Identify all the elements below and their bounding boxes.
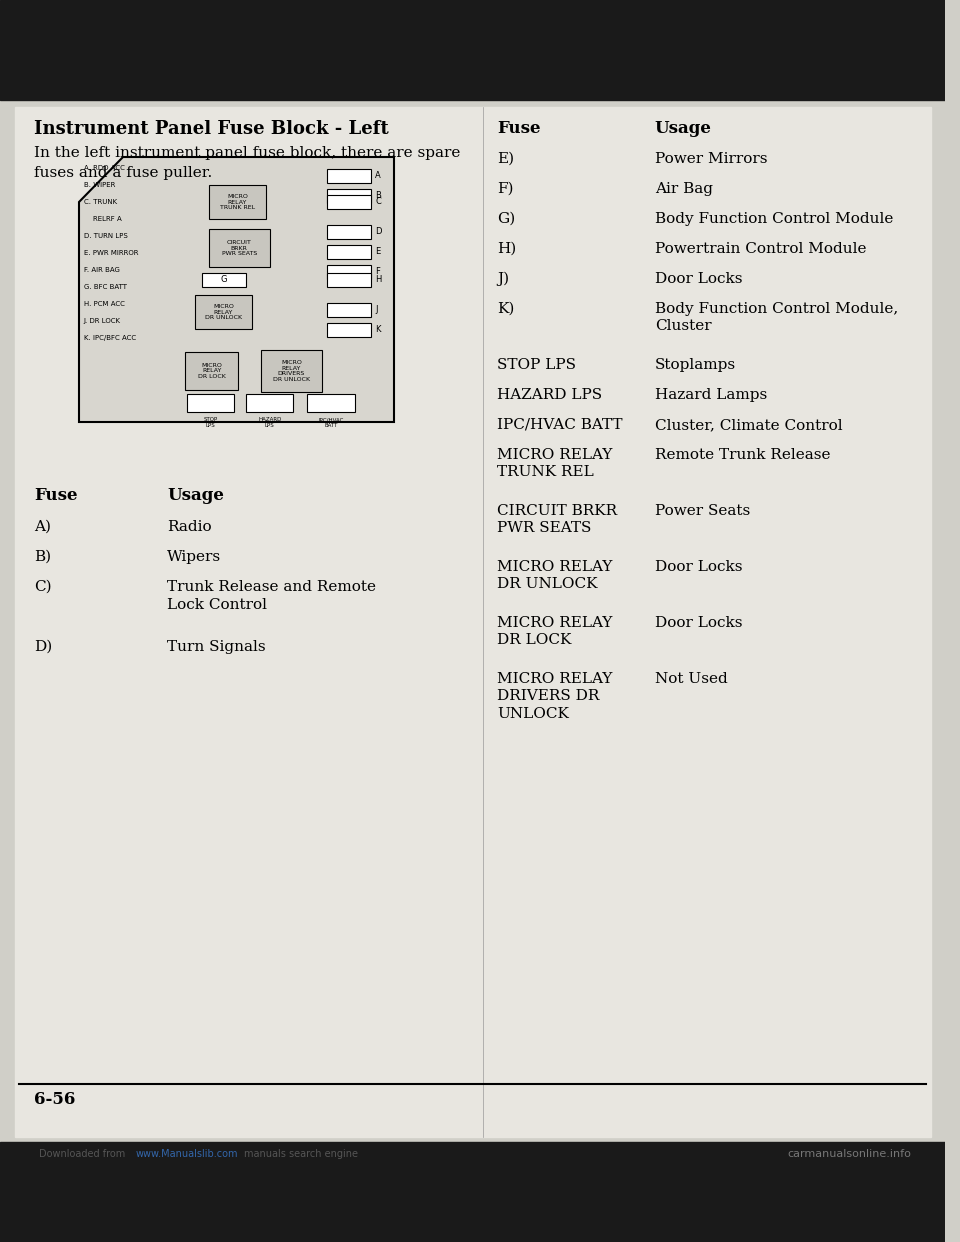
Text: HAZARD LPS: HAZARD LPS <box>497 388 603 402</box>
Text: G: G <box>221 276 228 284</box>
Text: Power Mirrors: Power Mirrors <box>655 152 767 166</box>
Text: MICRO RELAY
DR LOCK: MICRO RELAY DR LOCK <box>497 616 612 647</box>
Bar <box>187 394 234 412</box>
Text: Powertrain Control Module: Powertrain Control Module <box>655 242 866 256</box>
Text: D: D <box>375 227 382 236</box>
Text: Door Locks: Door Locks <box>655 560 742 574</box>
Bar <box>327 265 372 279</box>
Text: B. WIPER: B. WIPER <box>84 183 115 188</box>
Text: Turn Signals: Turn Signals <box>167 640 266 655</box>
Bar <box>327 169 372 183</box>
Text: Air Bag: Air Bag <box>655 183 713 196</box>
Text: www.Manualslib.com: www.Manualslib.com <box>136 1149 238 1159</box>
Text: MICRO
RELAY
TRUNK REL: MICRO RELAY TRUNK REL <box>220 194 255 210</box>
Text: J): J) <box>497 272 510 287</box>
Text: Downloaded from: Downloaded from <box>39 1149 126 1159</box>
Text: carmanualsonline.info: carmanualsonline.info <box>787 1149 911 1159</box>
Text: Cluster, Climate Control: Cluster, Climate Control <box>655 419 843 432</box>
Bar <box>202 273 246 287</box>
Text: D): D) <box>35 640 53 655</box>
Bar <box>246 394 294 412</box>
Text: Stoplamps: Stoplamps <box>655 358 736 373</box>
Text: MICRO
RELAY
DRIVERS
DR UNLOCK: MICRO RELAY DRIVERS DR UNLOCK <box>273 360 310 383</box>
Bar <box>208 229 270 267</box>
Text: Body Function Control Module: Body Function Control Module <box>655 212 893 226</box>
Text: A: A <box>375 171 381 180</box>
Text: Door Locks: Door Locks <box>655 616 742 630</box>
Text: Instrument Panel Fuse Block - Left: Instrument Panel Fuse Block - Left <box>35 120 389 138</box>
Text: F. AIR BAG: F. AIR BAG <box>84 267 120 273</box>
Text: Fuse: Fuse <box>35 487 78 504</box>
Text: CIRCUIT
BRKR
PWR SEATS: CIRCUIT BRKR PWR SEATS <box>222 240 257 256</box>
Text: 6-56: 6-56 <box>35 1090 76 1108</box>
Text: CIRCUIT BRKR
PWR SEATS: CIRCUIT BRKR PWR SEATS <box>497 504 617 535</box>
Text: J. DR LOCK: J. DR LOCK <box>84 318 121 324</box>
Text: A. RDO ACC: A. RDO ACC <box>84 165 125 171</box>
Bar <box>327 189 372 202</box>
Text: K. IPC/BFC ACC: K. IPC/BFC ACC <box>84 335 135 342</box>
Text: Power Seats: Power Seats <box>655 504 750 518</box>
Bar <box>0 0 946 101</box>
Text: MICRO RELAY
DRIVERS DR
UNLOCK: MICRO RELAY DRIVERS DR UNLOCK <box>497 672 612 720</box>
Text: C: C <box>375 197 381 206</box>
Text: G. BFC BATT: G. BFC BATT <box>84 284 127 289</box>
Text: Trunk Release and Remote
Lock Control: Trunk Release and Remote Lock Control <box>167 580 376 612</box>
Text: C): C) <box>35 580 52 594</box>
Text: MICRO RELAY
TRUNK REL: MICRO RELAY TRUNK REL <box>497 448 612 479</box>
Bar <box>327 303 372 317</box>
Bar <box>327 323 372 337</box>
Bar <box>327 273 372 287</box>
Polygon shape <box>79 156 394 422</box>
Text: G): G) <box>497 212 516 226</box>
Text: IPC/HVAC BATT: IPC/HVAC BATT <box>497 419 623 432</box>
Text: In the left instrument panel fuse block, there are spare
fuses and a fuse puller: In the left instrument panel fuse block,… <box>35 147 461 180</box>
Text: STOP
LPS: STOP LPS <box>204 417 218 427</box>
Bar <box>261 350 322 392</box>
Text: manuals search engine: manuals search engine <box>244 1149 358 1159</box>
Text: Radio: Radio <box>167 520 212 534</box>
Bar <box>307 394 354 412</box>
Text: B: B <box>375 191 381 200</box>
Text: E): E) <box>497 152 515 166</box>
Bar <box>327 245 372 260</box>
Text: Fuse: Fuse <box>497 120 540 137</box>
Text: Hazard Lamps: Hazard Lamps <box>655 388 767 402</box>
Text: Door Locks: Door Locks <box>655 272 742 286</box>
Text: E. PWR MIRROR: E. PWR MIRROR <box>84 250 138 256</box>
Text: F): F) <box>497 183 514 196</box>
Text: MICRO
RELAY
DR UNLOCK: MICRO RELAY DR UNLOCK <box>205 304 242 320</box>
Bar <box>0 1141 946 1242</box>
Bar <box>14 107 930 1136</box>
Text: B): B) <box>35 550 52 564</box>
Text: H. PCM ACC: H. PCM ACC <box>84 301 125 307</box>
Text: D. TURN LPS: D. TURN LPS <box>84 233 128 238</box>
Text: C. TRUNK: C. TRUNK <box>84 199 117 205</box>
Text: K): K) <box>497 302 515 315</box>
Text: Not Used: Not Used <box>655 672 728 686</box>
Bar <box>327 225 372 238</box>
Text: Wipers: Wipers <box>167 550 222 564</box>
Bar <box>185 351 238 390</box>
Text: STOP LPS: STOP LPS <box>497 358 576 373</box>
Text: K: K <box>375 325 381 334</box>
Text: IPC/HVAC
BATT: IPC/HVAC BATT <box>318 417 344 427</box>
Text: MICRO RELAY
DR UNLOCK: MICRO RELAY DR UNLOCK <box>497 560 612 591</box>
Text: RELRF A: RELRF A <box>84 216 122 222</box>
Bar <box>195 296 252 329</box>
Text: H: H <box>375 276 381 284</box>
Text: F: F <box>375 267 380 277</box>
Text: MICRO
RELAY
DR LOCK: MICRO RELAY DR LOCK <box>198 363 226 379</box>
Text: Usage: Usage <box>167 487 225 504</box>
Text: HAZARD
LPS: HAZARD LPS <box>258 417 281 427</box>
Text: H): H) <box>497 242 516 256</box>
Text: Usage: Usage <box>655 120 711 137</box>
Text: Body Function Control Module,
Cluster: Body Function Control Module, Cluster <box>655 302 899 333</box>
Bar <box>327 195 372 209</box>
Text: J: J <box>375 306 377 314</box>
Text: A): A) <box>35 520 52 534</box>
Text: E: E <box>375 247 380 257</box>
Text: Remote Trunk Release: Remote Trunk Release <box>655 448 830 462</box>
Bar <box>208 185 266 219</box>
